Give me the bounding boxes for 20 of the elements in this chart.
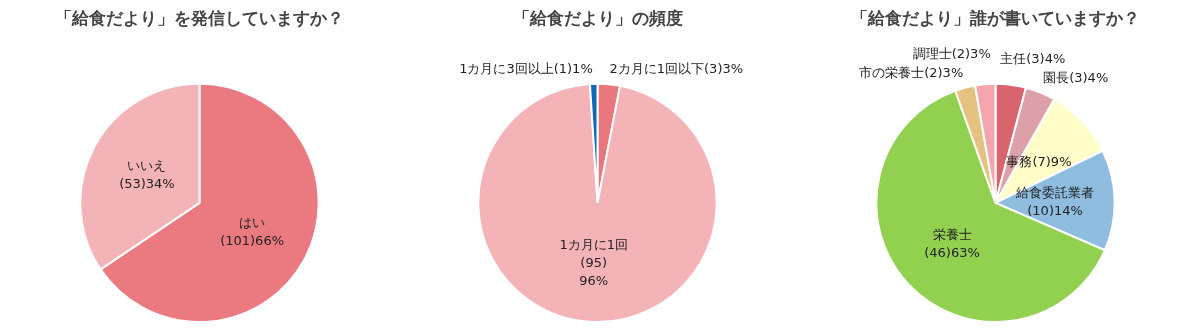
chart-title: 「給食だより」誰が書いていますか？ [851, 7, 1140, 28]
slice-label: 給食委託業者 [1015, 185, 1095, 201]
slice-label: 栄養士 [932, 227, 972, 243]
chart-title: 「給食だより」を発信していますか？ [55, 7, 344, 28]
data-label: (95) 96% [579, 255, 609, 289]
data-label: (46)63% [924, 245, 980, 261]
chart-title: 「給食だより」の頻度 [512, 7, 683, 28]
slice-label: 主任(3)4% [1000, 50, 1066, 66]
slice-label: 1カ月に3回以上(1)1% [459, 60, 593, 76]
data-label: (10)14% [1027, 203, 1083, 219]
slice-label: いいえ [127, 158, 167, 174]
slice-label: 園長(3)4% [1043, 70, 1109, 86]
data-label: (53)34% [119, 176, 175, 192]
data-label: (101)66% [220, 232, 285, 248]
slice-label: 市の栄養士(2)3% [859, 64, 964, 80]
slice-label: 調理士(2)3% [912, 45, 991, 61]
slice-label: 事務(7)9% [1006, 154, 1072, 170]
slice-label: 1カ月に1回 [559, 237, 628, 253]
slice-label: はい [239, 214, 266, 230]
slice-label: 2カ月に1回以下(3)3% [609, 61, 744, 77]
